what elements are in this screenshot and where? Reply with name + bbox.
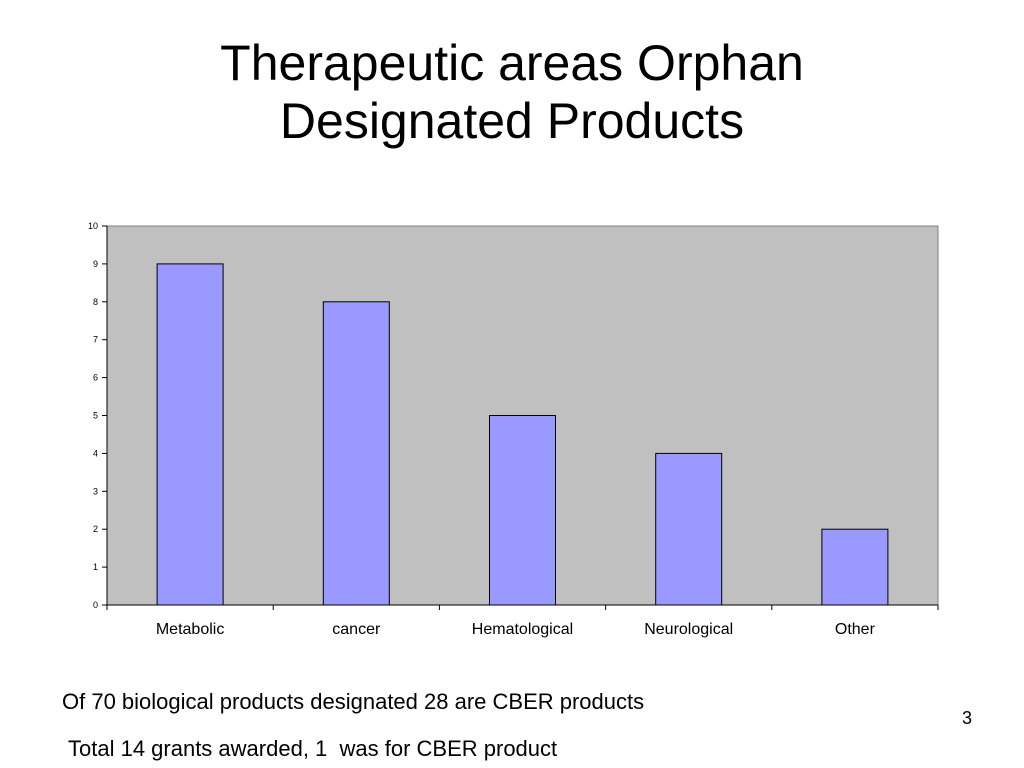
y-tick-label: 1 — [93, 562, 98, 572]
slide-number: 3 — [961, 708, 972, 728]
slide-title-line-2: Designated Products — [279, 93, 745, 149]
y-axis-ticks: 0 1 2 3 4 5 6 7 8 9 10 — [88, 221, 107, 610]
y-tick-label: 5 — [93, 411, 98, 421]
bar-neurological — [655, 452, 723, 606]
x-tick-label: Hematological — [472, 621, 573, 638]
y-tick-label: 9 — [93, 259, 98, 269]
x-tick-label: Other — [835, 621, 876, 638]
slide-title-line-1: Therapeutic areas Orphan — [220, 35, 804, 91]
bars-group — [156, 263, 889, 606]
x-tick-label: Neurological — [644, 621, 733, 638]
bar-other — [821, 528, 889, 606]
y-tick-label: 0 — [93, 600, 98, 610]
note-grants-awarded: Total 14 grants awarded, 1 was for CBER … — [68, 736, 558, 761]
y-tick-label: 6 — [93, 373, 98, 383]
y-tick-label: 3 — [93, 486, 98, 496]
bar-cancer — [322, 301, 390, 606]
y-tick-label: 8 — [93, 297, 98, 307]
y-tick-label: 2 — [93, 524, 98, 534]
slide-title: Therapeutic areas Orphan Designated Prod… — [0, 34, 1024, 150]
note-biological-products: Of 70 biological products designated 28 … — [62, 689, 645, 714]
bar-metabolic — [156, 263, 224, 606]
y-tick-label: 7 — [93, 335, 98, 345]
bar-hematological — [489, 415, 556, 606]
x-tick-label: Metabolic — [156, 621, 224, 638]
y-tick-label: 10 — [88, 221, 98, 231]
x-axis-ticks: Metabolic cancer Hematological Neurological… — [106, 605, 939, 638]
y-tick-label: 4 — [93, 448, 98, 458]
x-tick-label: cancer — [332, 621, 381, 638]
